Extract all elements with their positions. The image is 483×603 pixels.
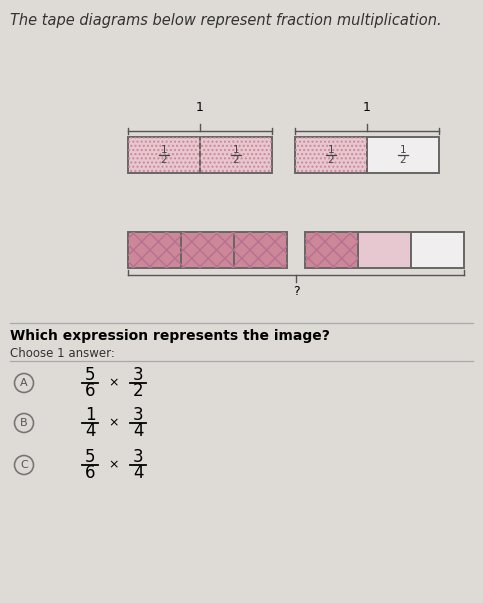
Bar	[234, 232, 287, 268]
Text: 1: 1	[400, 145, 406, 155]
Bar	[358, 232, 411, 268]
Text: Choose 1 answer:: Choose 1 answer:	[10, 347, 115, 360]
Bar	[181, 232, 234, 268]
Text: 4: 4	[85, 422, 95, 440]
Text: 2: 2	[161, 155, 167, 165]
Bar	[128, 137, 200, 173]
Text: ?: ?	[293, 285, 299, 298]
Text: 1: 1	[161, 145, 167, 155]
Text: 1: 1	[196, 101, 204, 114]
Bar	[234, 232, 287, 268]
Text: ×: ×	[109, 376, 119, 390]
Text: 3: 3	[133, 448, 143, 466]
Text: 1: 1	[233, 145, 239, 155]
Text: 4: 4	[133, 464, 143, 482]
Bar	[200, 137, 272, 173]
Text: 4: 4	[133, 422, 143, 440]
Bar	[128, 232, 181, 268]
Bar	[200, 137, 272, 173]
Text: C: C	[20, 460, 28, 470]
Bar	[305, 232, 358, 268]
Text: Which expression represents the image?: Which expression represents the image?	[10, 329, 330, 343]
Text: 6: 6	[85, 464, 95, 482]
Text: 1: 1	[363, 101, 371, 114]
Bar	[128, 232, 181, 268]
Text: 1: 1	[85, 406, 95, 424]
Text: The tape diagrams below represent fraction multiplication.: The tape diagrams below represent fracti…	[10, 13, 441, 28]
Text: 5: 5	[85, 366, 95, 384]
Text: 2: 2	[233, 155, 239, 165]
Text: 3: 3	[133, 366, 143, 384]
Text: B: B	[20, 418, 28, 428]
Text: 3: 3	[133, 406, 143, 424]
Bar	[128, 137, 200, 173]
Text: 5: 5	[85, 448, 95, 466]
Text: ×: ×	[109, 458, 119, 472]
Bar	[305, 232, 358, 268]
Text: A: A	[20, 378, 28, 388]
Text: 2: 2	[133, 382, 143, 400]
Bar	[295, 137, 367, 173]
Bar	[295, 137, 367, 173]
Text: 1: 1	[327, 145, 334, 155]
Text: 6: 6	[85, 382, 95, 400]
Text: ×: ×	[109, 417, 119, 429]
Bar	[411, 232, 464, 268]
Bar	[367, 137, 439, 173]
Bar	[181, 232, 234, 268]
Text: 2: 2	[400, 155, 406, 165]
Text: 2: 2	[327, 155, 334, 165]
